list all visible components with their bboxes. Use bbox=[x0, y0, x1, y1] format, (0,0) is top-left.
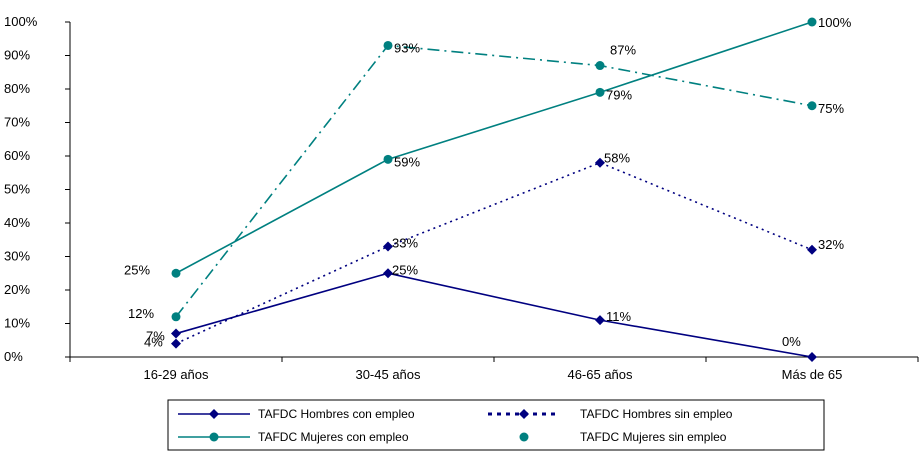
data-point bbox=[171, 328, 181, 339]
data-point bbox=[807, 244, 817, 255]
legend-box bbox=[167, 399, 825, 451]
legend-marker bbox=[209, 409, 219, 419]
legend-item: TAFDC Mujeres con empleo bbox=[178, 430, 409, 444]
series-3 bbox=[171, 17, 817, 278]
data-point bbox=[171, 312, 181, 322]
data-label: 59% bbox=[394, 154, 420, 169]
legend-label: TAFDC Hombres con empleo bbox=[258, 407, 415, 421]
legend-label: TAFDC Mujeres con empleo bbox=[258, 430, 409, 444]
series-2 bbox=[171, 157, 817, 349]
data-point bbox=[595, 157, 605, 168]
legend-item: TAFDC Hombres sin empleo bbox=[488, 407, 733, 421]
y-tick-label: 10% bbox=[4, 316, 30, 331]
y-tick-label: 80% bbox=[4, 81, 30, 96]
series-1 bbox=[171, 268, 817, 362]
data-label: 4% bbox=[144, 335, 163, 350]
data-label: 93% bbox=[394, 40, 420, 55]
data-point bbox=[383, 154, 393, 164]
data-point bbox=[595, 61, 605, 71]
data-label: 0% bbox=[782, 334, 801, 349]
data-label: 87% bbox=[610, 43, 636, 58]
y-tick-label: 30% bbox=[4, 249, 30, 264]
series-line bbox=[175, 161, 813, 345]
data-label: 79% bbox=[606, 87, 632, 102]
data-point bbox=[383, 268, 393, 279]
series-line bbox=[175, 44, 813, 318]
legend: TAFDC Hombres con empleo TAFDC Hombres si… bbox=[167, 399, 825, 451]
data-label: 12% bbox=[128, 306, 154, 321]
data-point bbox=[807, 352, 817, 362]
data-label: 75% bbox=[818, 101, 844, 116]
y-axis-ticks: 0% 10% 20% 30% 40% 50% 60% 70% 80% 90% 100% bbox=[4, 14, 70, 364]
y-tick-label: 70% bbox=[4, 115, 30, 130]
data-point bbox=[807, 17, 817, 27]
data-label: 33% bbox=[392, 235, 418, 250]
legend-marker bbox=[519, 432, 529, 442]
data-label: 7% bbox=[146, 329, 165, 344]
data-label: 32% bbox=[818, 237, 844, 252]
y-tick-label: 90% bbox=[4, 48, 30, 63]
data-point bbox=[595, 315, 605, 326]
y-tick-label: 100% bbox=[4, 14, 38, 29]
legend-label: TAFDC Hombres sin empleo bbox=[580, 407, 733, 421]
data-point bbox=[171, 268, 181, 278]
chart-axes bbox=[69, 22, 918, 358]
legend-label: TAFDC Mujeres sin empleo bbox=[580, 430, 727, 444]
y-tick-label: 0% bbox=[4, 349, 23, 364]
legend-marker bbox=[519, 409, 529, 419]
y-tick-label: 20% bbox=[4, 282, 30, 297]
series-line bbox=[175, 272, 813, 358]
legend-item: TAFDC Mujeres sin empleo bbox=[519, 430, 727, 444]
data-labels-layer: 7% 25% 11% 0% 4% 33% 58% 32% 25% 59% 79% 100% 12% 93%… bbox=[124, 15, 852, 350]
data-point bbox=[383, 241, 393, 252]
x-tick-label: Más de 65 bbox=[782, 367, 843, 382]
y-tick-label: 60% bbox=[4, 148, 30, 163]
x-axis-ticks: 16-29 años 30-45 años 46-65 años Más de 65 bbox=[69, 357, 919, 382]
data-point bbox=[383, 40, 393, 50]
data-label: 58% bbox=[604, 151, 630, 166]
data-label: 25% bbox=[124, 262, 150, 277]
legend-marker bbox=[209, 432, 219, 442]
data-label: 11% bbox=[606, 309, 631, 324]
x-tick-label: 46-65 años bbox=[567, 367, 633, 382]
data-point bbox=[171, 338, 181, 349]
data-label: 25% bbox=[392, 262, 418, 277]
x-tick-label: 16-29 años bbox=[143, 367, 209, 382]
series-layer bbox=[171, 17, 817, 362]
legend-item: TAFDC Hombres con empleo bbox=[178, 407, 415, 421]
series-line bbox=[175, 21, 813, 274]
data-label: 100% bbox=[818, 15, 852, 30]
y-tick-label: 50% bbox=[4, 182, 30, 197]
y-tick-label: 40% bbox=[4, 215, 30, 230]
x-tick-label: 30-45 años bbox=[355, 367, 421, 382]
data-point bbox=[595, 87, 605, 97]
data-point bbox=[807, 101, 817, 111]
series-4 bbox=[171, 40, 817, 322]
